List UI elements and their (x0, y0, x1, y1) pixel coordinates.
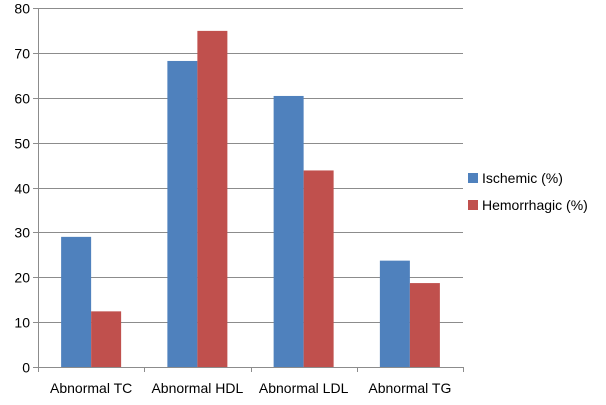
y-tick-label: 20 (14, 270, 30, 286)
bar-hemorrhagic (197, 30, 228, 367)
y-tick-label: 30 (14, 225, 30, 241)
y-tick-label: 10 (14, 315, 30, 331)
y-axis: 0 10 20 30 40 50 60 70 80 (14, 1, 39, 376)
y-tick-label: 40 (14, 181, 30, 197)
bar-hemorrhagic (303, 170, 334, 367)
x-category-label: Abnormal LDL (259, 380, 349, 396)
bar-hemorrhagic (409, 283, 440, 367)
legend-swatch (468, 173, 478, 183)
x-category-label: Abnormal TC (50, 380, 132, 396)
bars (61, 30, 440, 367)
legend-swatch (468, 200, 478, 210)
bar-hemorrhagic (91, 311, 122, 367)
legend: Ischemic (%) Hemorrhagic (%) (468, 170, 588, 213)
legend-label: Ischemic (%) (482, 170, 563, 186)
y-tick-label: 50 (14, 136, 30, 152)
bar-ischemic (379, 260, 410, 367)
bar-ischemic (167, 60, 198, 367)
x-axis: Abnormal TC Abnormal HDL Abnormal LDL Abnor… (38, 367, 464, 396)
bar-ischemic (61, 236, 92, 367)
x-category-label: Abnormal TG (368, 380, 451, 396)
gridlines (38, 8, 463, 323)
y-tick-label: 0 (22, 360, 30, 376)
x-category-label: Abnormal HDL (151, 380, 243, 396)
y-tick-label: 60 (14, 91, 30, 107)
y-tick-label: 80 (14, 1, 30, 17)
bar-ischemic (273, 95, 304, 367)
y-tick-label: 70 (14, 46, 30, 62)
legend-label: Hemorrhagic (%) (482, 197, 588, 213)
